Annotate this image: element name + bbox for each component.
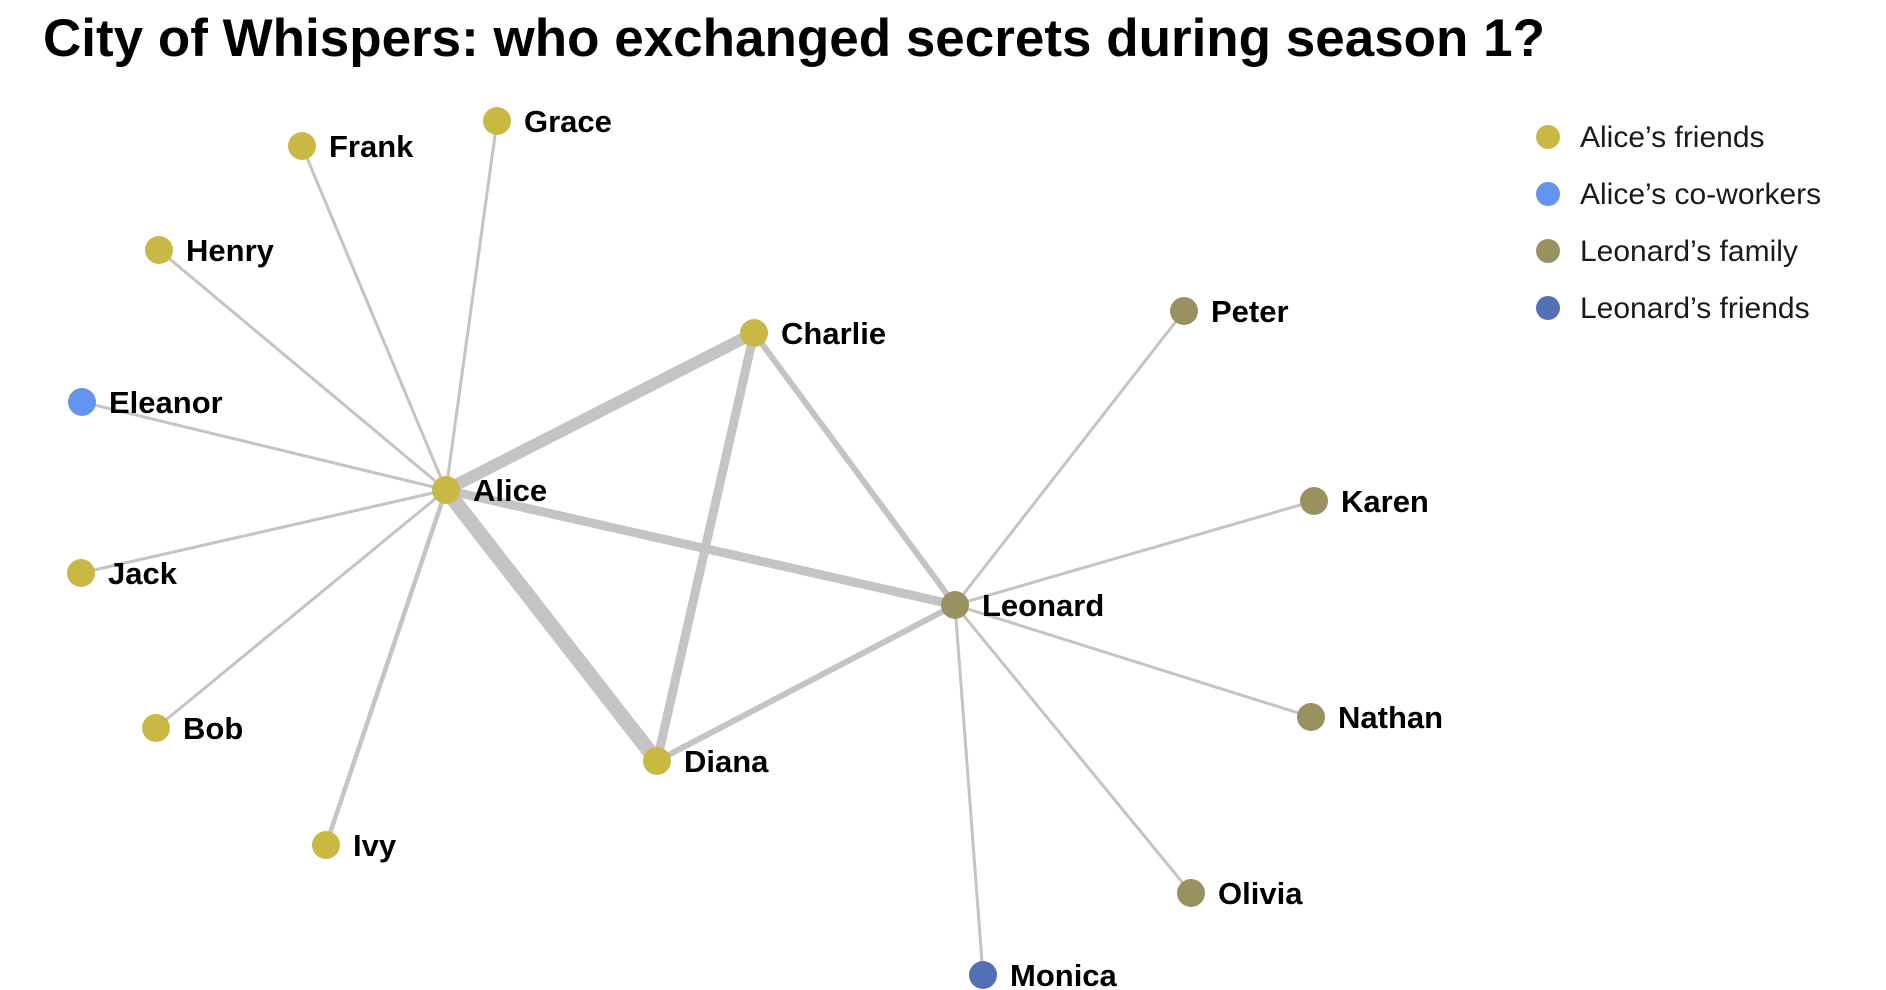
- edge-alice-jack: [80, 488, 447, 575]
- legend-label-alice-coworkers: Alice’s co-workers: [1580, 178, 1821, 211]
- edge-alice-leonard: [445, 485, 956, 610]
- node-bob: [142, 714, 170, 742]
- node-charlie: [740, 319, 768, 347]
- node-label-eleanor: Eleanor: [109, 385, 223, 420]
- node-olivia: [1177, 879, 1205, 907]
- node-label-nathan: Nathan: [1338, 700, 1443, 735]
- node-label-ivy: Ivy: [353, 828, 397, 863]
- edge-alice-ivy: [323, 489, 449, 846]
- node-label-diana: Diana: [684, 744, 769, 779]
- edge-leonard-karen: [954, 499, 1315, 607]
- node-label-frank: Frank: [329, 129, 414, 164]
- legend-label-leonard-friends: Leonard’s friends: [1580, 292, 1810, 325]
- node-henry: [145, 236, 173, 264]
- edges-layer: [80, 120, 1315, 976]
- legend-swatch-leonard-family: [1536, 239, 1560, 263]
- edge-charlie-leonard: [751, 331, 958, 607]
- edge-leonard-olivia: [953, 604, 1193, 894]
- legend-swatch-alice-friends: [1536, 125, 1560, 149]
- edge-alice-grace: [444, 120, 499, 491]
- node-jack: [67, 559, 95, 587]
- node-peter: [1170, 297, 1198, 325]
- node-label-charlie: Charlie: [781, 316, 886, 351]
- node-label-jack: Jack: [108, 556, 178, 591]
- node-karen: [1300, 487, 1328, 515]
- edge-alice-frank: [300, 145, 448, 491]
- node-label-olivia: Olivia: [1218, 876, 1303, 911]
- node-label-alice: Alice: [473, 473, 547, 508]
- legend: Alice’s friends Alice’s co-workers Leonard…: [1536, 121, 1821, 325]
- legend-swatch-leonard-friends: [1536, 296, 1560, 320]
- legend-swatch-alice-coworkers: [1536, 182, 1560, 206]
- node-grace: [483, 107, 511, 135]
- edge-alice-diana: [440, 485, 663, 766]
- node-ivy: [312, 831, 340, 859]
- node-nathan: [1297, 703, 1325, 731]
- node-label-peter: Peter: [1211, 294, 1289, 329]
- edge-diana-leonard: [655, 602, 957, 764]
- node-frank: [288, 132, 316, 160]
- chart-title: City of Whispers: who exchanged secrets …: [43, 9, 1546, 68]
- nodes-layer: Alice Bob Charlie Diana Eleanor Frank Grace Hen…: [67, 104, 1443, 990]
- node-diana: [643, 747, 671, 775]
- edge-alice-eleanor: [81, 400, 447, 492]
- edge-alice-bob: [155, 488, 447, 730]
- node-label-karen: Karen: [1341, 484, 1429, 519]
- node-monica: [969, 961, 997, 989]
- node-label-henry: Henry: [186, 233, 275, 268]
- node-leonard: [941, 591, 969, 619]
- edge-alice-henry: [158, 248, 447, 492]
- legend-label-alice-friends: Alice’s friends: [1580, 121, 1765, 154]
- node-label-leonard: Leonard: [982, 588, 1104, 623]
- edge-alice-charlie: [443, 327, 757, 496]
- legend-label-leonard-family: Leonard’s family: [1580, 235, 1798, 268]
- node-label-grace: Grace: [524, 104, 612, 139]
- node-eleanor: [68, 388, 96, 416]
- edge-leonard-peter: [953, 310, 1186, 606]
- node-alice: [432, 476, 460, 504]
- node-label-monica: Monica: [1010, 958, 1118, 990]
- node-label-bob: Bob: [183, 711, 243, 746]
- edge-leonard-nathan: [954, 603, 1312, 719]
- edge-leonard-monica: [953, 604, 985, 976]
